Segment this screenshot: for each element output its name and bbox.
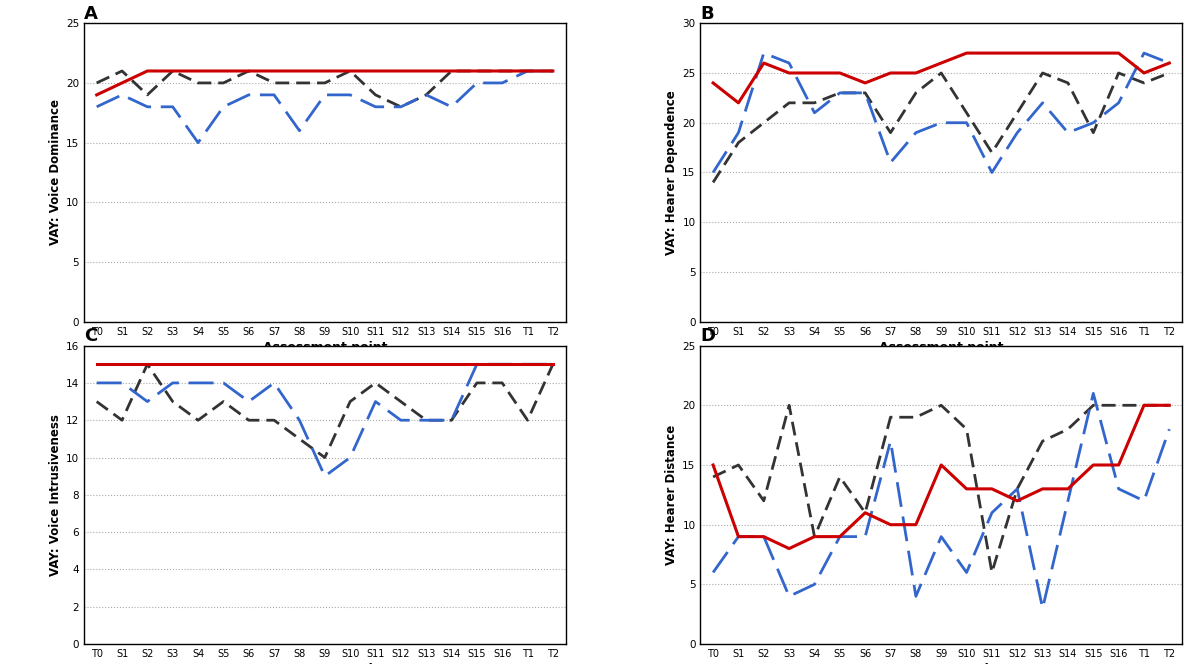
Text: B: B bbox=[701, 5, 714, 23]
Y-axis label: VAY: Voice Intrusiveness: VAY: Voice Intrusiveness bbox=[49, 414, 61, 576]
Text: C: C bbox=[84, 327, 97, 345]
X-axis label: Assessment point: Assessment point bbox=[878, 663, 1003, 664]
X-axis label: Assessment point: Assessment point bbox=[878, 341, 1003, 354]
Legend: Mary, Anna, John: Mary, Anna, John bbox=[822, 393, 1060, 406]
Y-axis label: VAY: Hearer Distance: VAY: Hearer Distance bbox=[665, 425, 678, 565]
Y-axis label: VAY: Hearer Dependence: VAY: Hearer Dependence bbox=[665, 90, 678, 255]
Y-axis label: VAY: Voice Dominance: VAY: Voice Dominance bbox=[49, 100, 61, 246]
Text: D: D bbox=[701, 327, 715, 345]
X-axis label: Assessment point: Assessment point bbox=[263, 341, 388, 354]
Legend: Mary, Anna, John: Mary, Anna, John bbox=[206, 393, 444, 406]
Text: A: A bbox=[84, 5, 98, 23]
X-axis label: Assessment point: Assessment point bbox=[263, 663, 388, 664]
